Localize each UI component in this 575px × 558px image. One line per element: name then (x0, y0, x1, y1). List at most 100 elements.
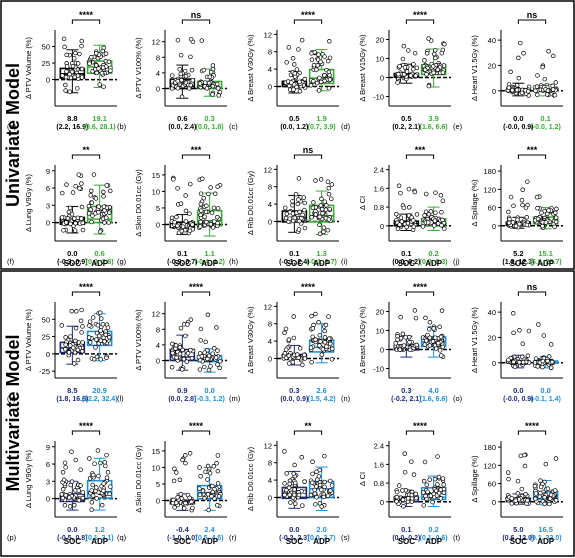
box-soc (59, 307, 86, 366)
data-point (320, 211, 325, 216)
data-point (189, 355, 195, 361)
data-point (329, 182, 335, 187)
data-point (524, 215, 530, 220)
data-point (59, 323, 65, 328)
data-point (75, 86, 80, 91)
y-tick-label: 8 (156, 53, 160, 62)
data-point (282, 205, 288, 211)
panel-letter: (o) (453, 394, 463, 403)
data-point (296, 492, 302, 498)
data-point (175, 186, 180, 191)
data-point (62, 460, 68, 466)
data-point (69, 308, 74, 314)
y-axis-label: Δ PTV Volume (%) (24, 308, 33, 371)
data-point (554, 206, 559, 212)
data-point (197, 465, 202, 470)
data-point (322, 54, 327, 59)
median-value-label: 0.6 (177, 114, 187, 123)
x-tick-label: ADP (537, 259, 555, 268)
data-point (432, 218, 438, 223)
data-point (505, 470, 511, 475)
x-tick-label: SOC (398, 259, 416, 268)
data-point (207, 470, 213, 476)
data-point (548, 492, 554, 498)
y-axis-label: Δ Breast V30Gy (%) (246, 34, 255, 102)
data-point (171, 497, 176, 503)
data-point (535, 73, 540, 78)
data-point (430, 499, 435, 505)
data-point (72, 502, 77, 508)
panel-h: 0 4 8 12 Δ Rib D0.01cc (Gy) ns 0.1(-0.1, 2.4)S… (229, 145, 339, 268)
iqr-range-label: (0.1, 0.6) (420, 535, 448, 542)
panel-e: 0 20 40 Δ Heart V1.5Gy (%) ns 0.0(-0.0, 0.9) 0… (453, 10, 563, 131)
x-tick-label: ADP (201, 259, 219, 268)
data-point (545, 88, 551, 93)
y-tick-label: 0 (492, 87, 496, 96)
data-point (295, 201, 301, 207)
significance-bracket (517, 19, 547, 24)
data-point (291, 471, 296, 476)
median-value-label: 15.1 (538, 249, 553, 258)
data-point (326, 314, 331, 319)
data-point (69, 449, 74, 454)
data-point (88, 188, 94, 194)
panel-r: 0 4 8 12 Δ Rib D0.01cc (Gy) ** 0.0(-0.2, 2.3)S… (229, 421, 339, 546)
panel-letter: (t) (453, 533, 461, 542)
data-point (435, 482, 440, 487)
data-point (552, 224, 557, 230)
data-point (171, 177, 176, 182)
y-axis-label: Δ PTV Volume (%) (24, 36, 33, 99)
data-point (523, 491, 528, 497)
data-point (411, 224, 416, 229)
data-point (516, 55, 521, 61)
data-point (90, 493, 96, 498)
data-point (512, 364, 518, 369)
data-point (105, 470, 111, 475)
iqr-range-label: (-0.1, 2.4) (279, 259, 309, 266)
data-point (197, 81, 203, 86)
y-tick-label: 1.6 (374, 460, 384, 469)
data-point (183, 460, 188, 466)
data-point (214, 503, 220, 508)
box-soc (505, 311, 532, 369)
data-point (90, 213, 95, 218)
panel-letter: (f) (7, 257, 15, 266)
data-point (179, 94, 185, 100)
data-point (526, 89, 531, 94)
data-point (91, 357, 97, 362)
data-point (173, 470, 179, 475)
data-point (62, 44, 67, 50)
y-tick-label: 0 (46, 495, 50, 504)
data-point (203, 339, 208, 345)
box-soc (505, 179, 532, 230)
data-point (525, 498, 530, 503)
data-point (177, 351, 183, 357)
box-soc (169, 317, 196, 372)
box-adp (196, 176, 223, 237)
data-point (319, 504, 324, 509)
data-point (316, 319, 321, 325)
data-point (68, 221, 73, 227)
x-tick-label: ADP (313, 259, 331, 268)
data-point (441, 482, 446, 487)
panel-g: 0 5 10 15 Δ Skin D0.01cc (Gy) *** 0.1(-0.9, 0.… (117, 145, 227, 268)
x-tick-label: SOC (398, 537, 416, 546)
data-point (106, 220, 111, 225)
data-point (326, 217, 332, 222)
data-point (188, 181, 193, 187)
data-point (175, 495, 180, 500)
iqr-box (86, 479, 113, 499)
box-soc (281, 176, 308, 234)
data-point (424, 482, 430, 488)
significance-label: **** (79, 10, 94, 20)
data-point (310, 459, 315, 465)
data-point (427, 319, 433, 325)
data-point (77, 51, 82, 57)
iqr-range-label: (1.8, 16.6) (56, 396, 88, 403)
box-soc (169, 36, 196, 100)
data-point (432, 476, 438, 482)
data-point (398, 314, 403, 320)
median-value-label: 0.3 (204, 114, 214, 123)
data-point (183, 208, 189, 214)
data-point (314, 469, 319, 475)
